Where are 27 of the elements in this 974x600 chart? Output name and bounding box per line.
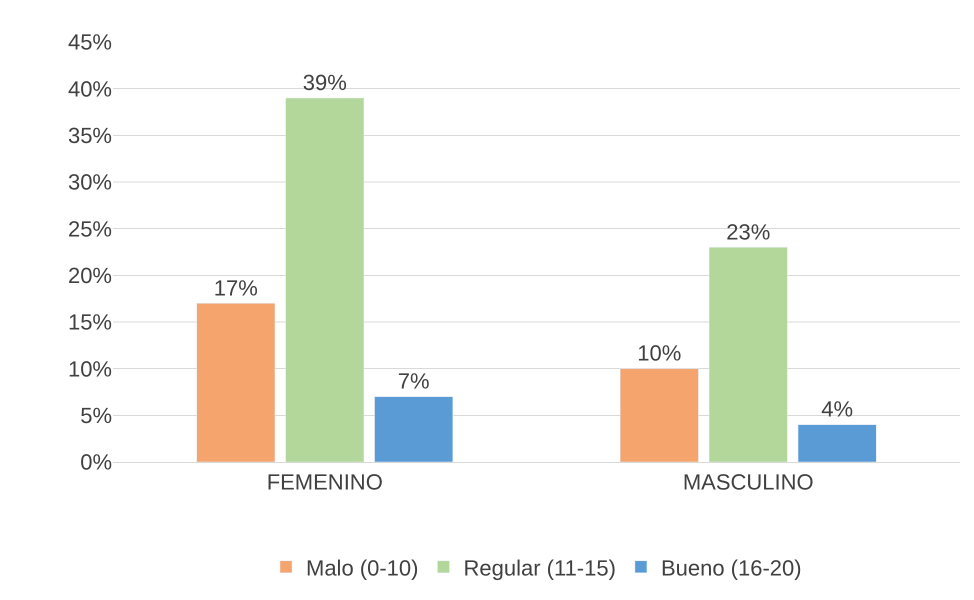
y-tick-label: 5% <box>80 403 112 428</box>
text: 7% <box>398 368 430 394</box>
y-tick-label: 15% <box>68 310 112 335</box>
text: 10% <box>637 340 682 366</box>
text: 39% <box>302 70 347 95</box>
bar <box>708 247 788 462</box>
y-tick-label: 0% <box>80 450 112 475</box>
bar <box>620 368 699 462</box>
y-tick-label: 35% <box>68 123 112 148</box>
bar <box>374 396 454 462</box>
legend-label: Bueno (16-20) <box>660 555 802 580</box>
y-tick-label: 30% <box>68 170 112 195</box>
y-tick-label: 25% <box>68 216 112 242</box>
legend-label: Regular (11-15) <box>463 555 616 580</box>
text: 17% <box>214 275 258 300</box>
bar <box>196 303 276 462</box>
text: 4% <box>821 396 854 422</box>
x-tick-label: MASCULINO <box>682 469 814 494</box>
legend-label: Malo (0-10) <box>306 555 418 580</box>
text: 23% <box>726 219 770 244</box>
y-tick-label: 10% <box>68 356 112 382</box>
y-tick-label: 20% <box>68 263 112 288</box>
x-tick-label: FEMENINO <box>266 469 383 494</box>
bar <box>798 424 877 462</box>
bar <box>285 98 364 462</box>
y-tick-label: 40% <box>68 76 112 102</box>
y-tick-label: 45% <box>68 30 112 55</box>
